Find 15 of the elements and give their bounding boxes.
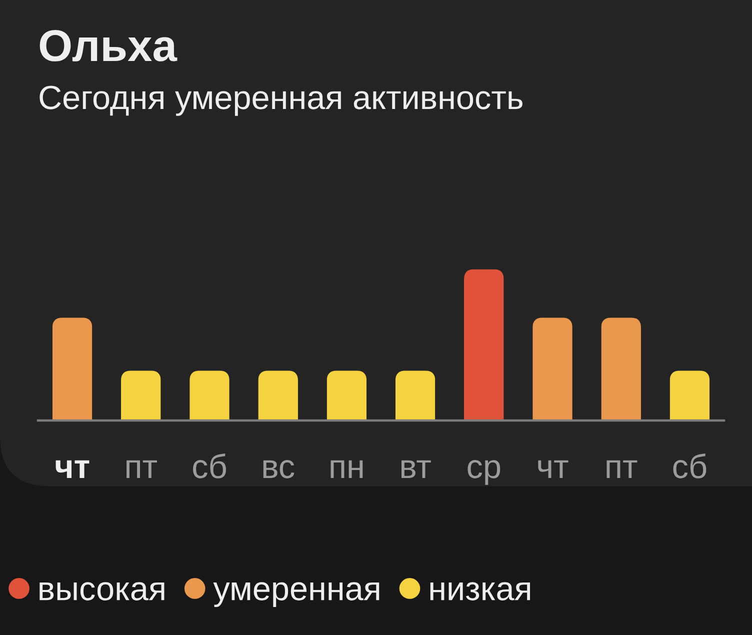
legend-label: умеренная — [213, 582, 380, 608]
x-tick-label: чт — [538, 460, 568, 478]
chart-title: Ольха — [40, 30, 178, 62]
x-tick-label: пт — [126, 460, 157, 478]
x-tick-label: вт — [402, 460, 431, 478]
x-tick-label: пт — [606, 460, 638, 478]
x-tick-label: чт — [56, 460, 90, 478]
chart-subtitle: Сегодня умеренная активность — [40, 86, 522, 116]
legend-label: высокая — [40, 582, 164, 600]
x-tick-label: ср — [468, 460, 500, 485]
x-tick-label: вс — [263, 460, 294, 478]
legend-label: низкая — [430, 582, 530, 600]
x-tick-label: сб — [193, 454, 226, 478]
x-tick-label: сб — [673, 454, 706, 478]
x-tick-label: пн — [330, 460, 363, 478]
